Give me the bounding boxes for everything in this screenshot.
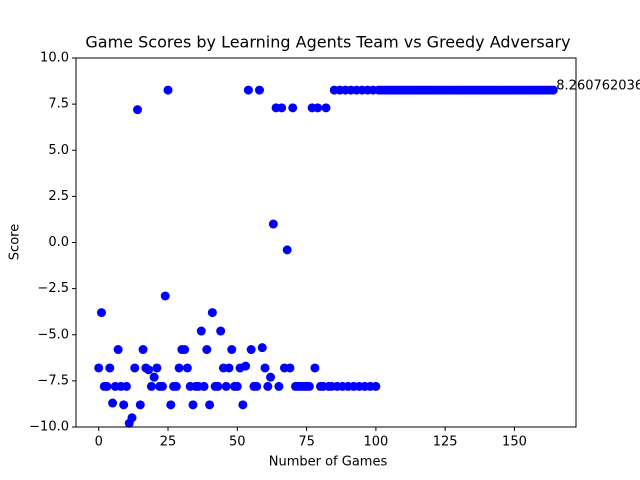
x-tick-label: 100 (363, 435, 388, 450)
point (252, 381, 262, 391)
point (205, 400, 215, 410)
point (321, 103, 331, 113)
point (105, 363, 115, 373)
point (282, 245, 292, 255)
point (163, 85, 173, 95)
x-tick-label: 150 (502, 435, 527, 450)
point (166, 400, 176, 410)
x-tick-label: 0 (95, 435, 103, 450)
y-axis-label: Score (8, 224, 23, 260)
y-tick-label: 10.0 (40, 51, 69, 66)
point (196, 326, 206, 336)
point (130, 363, 140, 373)
x-tick-label: 75 (298, 435, 315, 450)
point (241, 361, 251, 371)
y-tick-label: −7.5 (37, 373, 69, 388)
point (138, 345, 148, 355)
point (127, 413, 137, 423)
x-tick-label: 25 (160, 435, 177, 450)
point (288, 103, 298, 113)
point (221, 381, 231, 391)
point (94, 363, 104, 373)
point (171, 381, 181, 391)
point (160, 291, 170, 301)
point (135, 400, 145, 410)
point (268, 219, 278, 229)
point (232, 381, 242, 391)
y-tick-label: 5.0 (48, 143, 69, 158)
point (152, 363, 162, 373)
point (285, 363, 295, 373)
point (548, 85, 558, 95)
point (180, 345, 190, 355)
point (149, 372, 159, 382)
plot-frame (75, 57, 577, 428)
point (310, 363, 320, 373)
y-tick-label: −5.0 (37, 327, 69, 342)
point (227, 345, 237, 355)
y-tick-label: −10.0 (29, 420, 69, 435)
point (96, 308, 106, 318)
point (263, 381, 273, 391)
chart-title: Game Scores by Learning Agents Team vs G… (85, 33, 570, 52)
point (144, 365, 154, 375)
y-tick-label: 2.5 (48, 189, 69, 204)
point (254, 85, 264, 95)
point (213, 381, 223, 391)
point (119, 400, 129, 410)
point (121, 381, 131, 391)
point (257, 343, 267, 353)
point (246, 345, 256, 355)
point (199, 381, 209, 391)
point (277, 103, 287, 113)
point (146, 381, 156, 391)
y-tick-label: 0.0 (48, 235, 69, 250)
point (260, 363, 270, 373)
point (371, 381, 381, 391)
annotation: 8.260762036 (556, 79, 640, 94)
point (216, 326, 226, 336)
point (274, 381, 284, 391)
point (224, 363, 234, 373)
point (157, 381, 167, 391)
y-tick-label: 7.5 (48, 97, 69, 112)
point (266, 372, 276, 382)
point (174, 363, 184, 373)
point (188, 400, 198, 410)
point (113, 345, 123, 355)
point (243, 85, 253, 95)
point (182, 363, 192, 373)
x-tick-label: 50 (229, 435, 246, 450)
point (304, 381, 314, 391)
point (108, 398, 118, 408)
point (207, 308, 217, 318)
point (133, 105, 143, 115)
x-tick-label: 125 (433, 435, 458, 450)
y-tick-label: −2.5 (37, 281, 69, 296)
x-axis-label: Number of Games (269, 455, 388, 470)
point (238, 400, 248, 410)
point (202, 345, 212, 355)
point (102, 381, 112, 391)
point (313, 103, 323, 113)
